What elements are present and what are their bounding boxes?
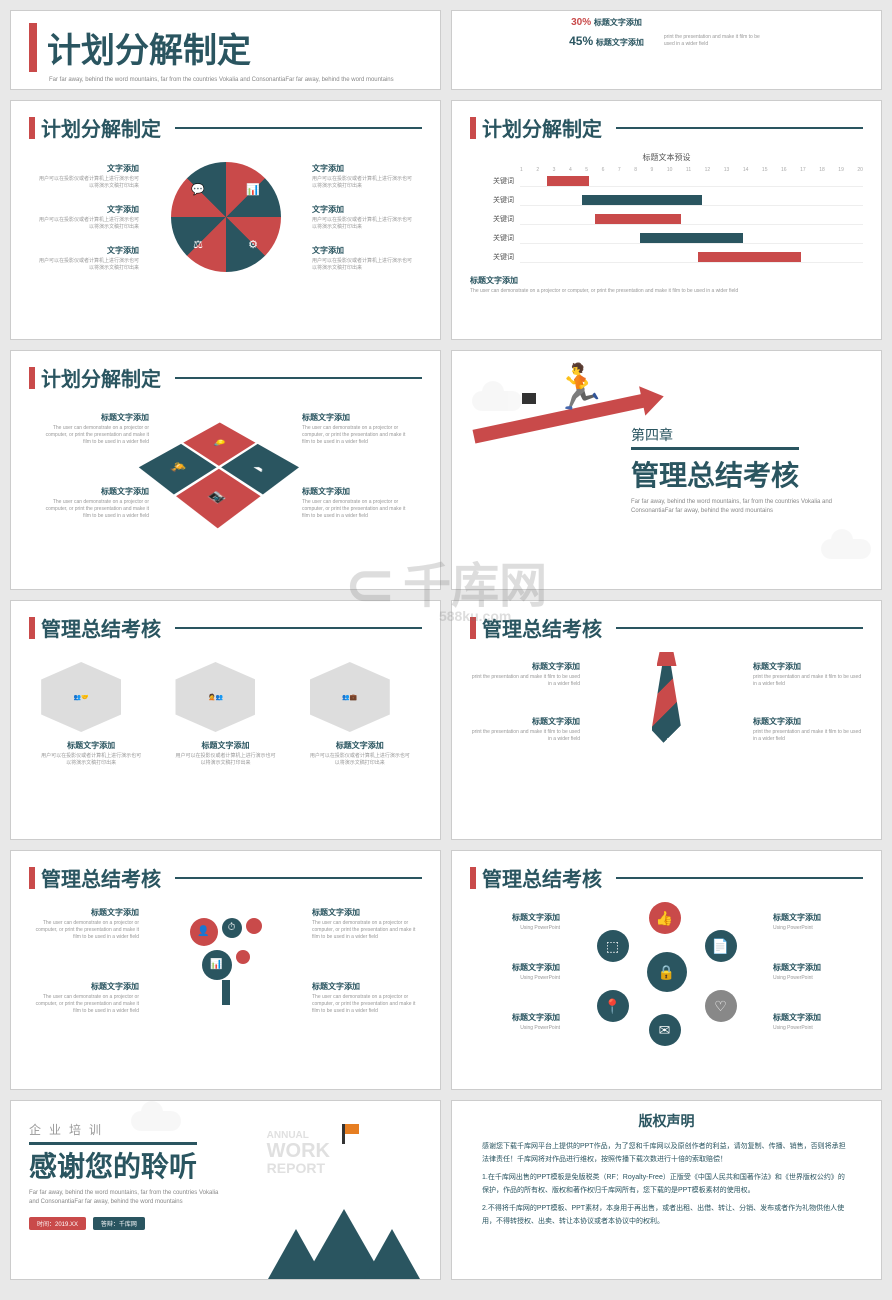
chapter-num: 第四章	[631, 425, 851, 445]
overlay-report: REPORT	[267, 1161, 330, 1175]
time-badge: 时间：2019.XX	[29, 1217, 86, 1230]
net-r1: 标题文字添加Using PowerPoint	[773, 912, 863, 932]
pct-30: 30% 标题文字添加	[569, 17, 644, 28]
slide0-big-title: 计划分解制定	[29, 23, 422, 72]
s6-title: 管理总结考核	[41, 613, 161, 642]
slide-0-right: 30% 标题文字添加 45% 标题文字添加 print the presenta…	[451, 10, 882, 90]
gantt-row: 关键词	[470, 192, 863, 208]
author-badge: 答辩：千库网	[93, 1217, 145, 1230]
copyright-p3: 2.不得将千库网的PPT模板、PPT素材，本身用于再出售，或者出租、出借、转让、…	[482, 1203, 851, 1228]
cube-l2: 标题文字添加The user can demonstrate on a proj…	[39, 486, 149, 520]
net-l1: 标题文字添加Using PowerPoint	[470, 912, 560, 932]
slide-network: 管理总结考核 标题文字添加Using PowerPoint 标题文字添加Usin…	[451, 850, 882, 1090]
tree-l2: 标题文字添加The user can demonstrate on a proj…	[29, 981, 139, 1015]
slide-0-left: 计划分解制定 Far far away, behind the word mou…	[10, 10, 441, 90]
hex-img-1: 👥🤝	[41, 662, 121, 732]
cube-l1: 标题文字添加The user can demonstrate on a proj…	[39, 412, 149, 446]
tree-l1: 标题文字添加The user can demonstrate on a proj…	[29, 907, 139, 941]
wheel-l3: 文字添加用户可以在投影仪或者计算机上进行演示也可以将演示文稿打印出来	[39, 245, 139, 272]
tree-r2: 标题文字添加The user can demonstrate on a proj…	[312, 981, 422, 1015]
overlay-work: WORK	[267, 1141, 330, 1161]
chapter-sub: Far far away, behind the word mountains,…	[631, 498, 851, 516]
gantt-row: 关键词	[470, 173, 863, 189]
net-l2: 标题文字添加Using PowerPoint	[470, 962, 560, 982]
slide-grid: 计划分解制定 Far far away, behind the word mou…	[0, 0, 892, 1290]
slide-copyright: 版权声明 感谢您下载千库网平台上提供的PPT作品，为了您和千库网以及原创作者的利…	[451, 1100, 882, 1280]
net-l3: 标题文字添加Using PowerPoint	[470, 1012, 560, 1032]
tie-l1: 标题文字添加print the presentation and make it…	[470, 661, 580, 688]
slide0-sub: Far far away, behind the word mountains,…	[49, 76, 422, 85]
gantt-row: 关键词	[470, 230, 863, 246]
wheel-r1: 文字添加用户可以在投影仪或者计算机上进行演示也可以将演示文稿打印出来	[312, 163, 412, 190]
gantt-footer: 标题文字添加	[470, 275, 863, 286]
slide-gantt: 计划分解制定 标题文本预设 12345678910111213141516171…	[451, 100, 882, 340]
slide-tie: 管理总结考核 标题文字添加print the presentation and …	[451, 600, 882, 840]
mountain-3	[364, 1229, 420, 1279]
hex-2: 🤦👥 标题文字添加 用户可以在投影仪或者计算机上进行演示也可以将演示文稿打印出来	[175, 662, 275, 769]
s4-title: 计划分解制定	[41, 363, 161, 392]
slide-wheel: 计划分解制定 文字添加用户可以在投影仪或者计算机上进行演示也可以将演示文稿打印出…	[10, 100, 441, 340]
cube-diagram: 💡 ☁ 🏆 📷	[149, 422, 305, 524]
cube-r2: 标题文字添加The user can demonstrate on a proj…	[302, 486, 412, 520]
network-diagram: 🔒 👍 ⬚ 📄 📍 ♡ ✉	[597, 902, 737, 1042]
gantt-row: 关键词	[470, 249, 863, 265]
wheel-icon: 💬 📊 ⚖ ⚙	[171, 162, 281, 272]
thanks-badge: 企业培训	[29, 1121, 422, 1138]
gantt-title: 标题文本预设	[470, 152, 863, 163]
s7-title: 管理总结考核	[482, 613, 602, 642]
net-r2: 标题文字添加Using PowerPoint	[773, 962, 863, 982]
tree-r1: 标题文字添加The user can demonstrate on a proj…	[312, 907, 422, 941]
tree-diagram: 👤 ⏱ 📊	[181, 918, 271, 1005]
slide-cube: 计划分解制定 标题文字添加The user can demonstrate on…	[10, 350, 441, 590]
wheel-r2: 文字添加用户可以在投影仪或者计算机上进行演示也可以将演示文稿打印出来	[312, 204, 412, 231]
hex-img-2: 🤦👥	[175, 662, 255, 732]
hex-3: 👥💼 标题文字添加 用户可以在投影仪或者计算机上进行演示也可以将演示文稿打印出来	[310, 662, 410, 769]
tie-r1: 标题文字添加print the presentation and make it…	[753, 661, 863, 688]
gantt-chart: 标题文本预设 1234567891011121314151617181920 关…	[470, 152, 863, 295]
slide-chapter4: 🏃 第四章 管理总结考核 Far far away, behind the wo…	[451, 350, 882, 590]
s8-title: 管理总结考核	[41, 863, 161, 892]
tie-icon	[647, 652, 687, 752]
gantt-footer-desc: The user can demonstrate on a projector …	[470, 288, 863, 295]
hex-img-3: 👥💼	[310, 662, 390, 732]
copyright-p1: 感谢您下载千库网平台上提供的PPT作品，为了您和千库网以及原创作者的利益，请勿复…	[482, 1141, 851, 1166]
thanks-title: 感谢您的聆听	[29, 1142, 197, 1185]
hex-1: 👥🤝 标题文字添加 用户可以在投影仪或者计算机上进行演示也可以将演示文稿打印出来	[41, 662, 141, 769]
net-r3: 标题文字添加Using PowerPoint	[773, 1012, 863, 1032]
slide-hex: 管理总结考核 👥🤝 标题文字添加 用户可以在投影仪或者计算机上进行演示也可以将演…	[10, 600, 441, 840]
wheel-l1: 文字添加用户可以在投影仪或者计算机上进行演示也可以将演示文稿打印出来	[39, 163, 139, 190]
gantt-row: 关键词	[470, 211, 863, 227]
pct-45: 45% 标题文字添加	[569, 34, 644, 48]
s1-desc: print the presentation and make it film …	[664, 34, 764, 48]
chapter-title: 管理总结考核	[631, 447, 799, 494]
slide-tree: 管理总结考核 标题文字添加The user can demonstrate on…	[10, 850, 441, 1090]
copyright-p2: 1.在千库网出售的PPT模板是免版税类（RF：Royalty-Free）正版受《…	[482, 1172, 851, 1197]
tie-r2: 标题文字添加print the presentation and make it…	[753, 716, 863, 743]
s2-title: 计划分解制定	[41, 113, 161, 142]
wheel-r3: 文字添加用户可以在投影仪或者计算机上进行演示也可以将演示文稿打印出来	[312, 245, 412, 272]
thanks-sub: Far far away, behind the word mountains,…	[29, 1189, 229, 1207]
wheel-l2: 文字添加用户可以在投影仪或者计算机上进行演示也可以将演示文稿打印出来	[39, 204, 139, 231]
copyright-title: 版权声明	[482, 1111, 851, 1131]
tie-l2: 标题文字添加print the presentation and make it…	[470, 716, 580, 743]
s3-title: 计划分解制定	[482, 113, 602, 142]
cube-r1: 标题文字添加The user can demonstrate on a proj…	[302, 412, 412, 446]
slide-thanks: 企业培训 感谢您的聆听 Far far away, behind the wor…	[10, 1100, 441, 1280]
s9-title: 管理总结考核	[482, 863, 602, 892]
